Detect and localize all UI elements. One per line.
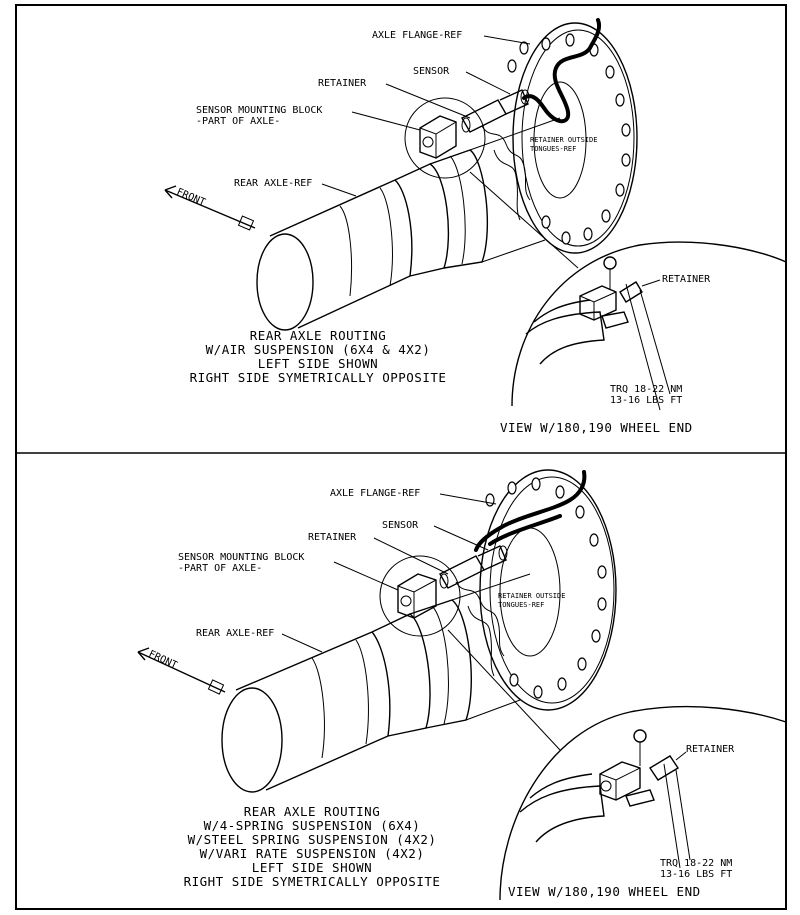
sensor-retainer [439, 545, 508, 589]
caption-line: REAR AXLE ROUTING [244, 804, 380, 819]
detail-retainer-label: RETAINER [662, 274, 711, 285]
caption-line: RIGHT SIDE SYMETRICALLY OPPOSITE [184, 874, 441, 889]
torque-sublabel: 13-16 LBS FT [660, 869, 732, 880]
caption-line: RIGHT SIDE SYMETRICALLY OPPOSITE [190, 370, 447, 385]
front-arrow [164, 185, 256, 231]
break-line [467, 605, 495, 677]
sensor-cable [522, 18, 601, 124]
retainer-outside-label: RETAINER OUTSIDE [530, 136, 597, 144]
sensor-cable [474, 470, 587, 552]
detail-leader [469, 171, 579, 269]
break-line [481, 125, 531, 201]
top-caption: REAR AXLE ROUTING W/AIR SUSPENSION (6X4 … [190, 328, 447, 385]
view-label: VIEW W/180,190 WHEEL END [500, 420, 693, 435]
detail-view [499, 705, 787, 901]
rear-axle [221, 573, 531, 793]
mounting-block-label: SENSOR MOUNTING BLOCK [196, 105, 322, 116]
axle-flange [479, 469, 617, 711]
sensor-mounting-block [419, 115, 457, 159]
torque-label: TRQ 18-22 NM [610, 384, 682, 395]
torque-label: TRQ 18-22 NM [660, 858, 732, 869]
caption-line: W/AIR SUSPENSION (6X4 & 4X2) [206, 342, 431, 357]
break-line [455, 581, 505, 657]
view-label: VIEW W/180,190 WHEEL END [508, 884, 701, 899]
sensor-label: SENSOR [413, 66, 450, 77]
axle-flange [507, 22, 638, 254]
rear-axle [256, 117, 561, 331]
axle-flange-label: AXLE FLANGE-REF [372, 30, 462, 41]
caption-line: LEFT SIDE SHOWN [258, 356, 378, 371]
rear-axle-label: REAR AXLE-REF [196, 628, 274, 639]
caption-line: W/4-SPRING SUSPENSION (6X4) [204, 818, 421, 833]
mounting-block-label: SENSOR MOUNTING BLOCK [178, 552, 304, 563]
sensor-retainer [461, 89, 530, 133]
flange-bolt-holes [507, 33, 631, 245]
retainer-label: RETAINER [318, 78, 367, 89]
bottom-panel: FRONT AXLE FLANGE-REF SENSOR RETAINER SE… [137, 469, 787, 901]
retainer-outside-sublabel: TONGUES-REF [498, 601, 544, 609]
caption-line: W/VARI RATE SUSPENSION (4X2) [200, 846, 425, 861]
bottom-caption: REAR AXLE ROUTING W/4-SPRING SUSPENSION … [184, 804, 441, 889]
detail-circle [379, 555, 461, 637]
front-label: FRONT [147, 649, 179, 672]
detail-circle [404, 97, 486, 179]
detail-leader [447, 629, 561, 751]
sensor-cable [488, 514, 562, 546]
caption-line: REAR AXLE ROUTING [250, 328, 386, 343]
page-border [15, 4, 787, 910]
mounting-block-sublabel: -PART OF AXLE- [178, 563, 262, 574]
torque-sublabel: 13-16 LBS FT [610, 395, 682, 406]
rear-axle-label: REAR AXLE-REF [234, 178, 312, 189]
top-panel: FRONT AXLE FLANGE-REF SENSOR RETAINER SE… [164, 18, 787, 435]
mounting-block-sublabel: -PART OF AXLE- [196, 116, 280, 127]
axle-flange-label: AXLE FLANGE-REF [330, 488, 420, 499]
retainer-outside-label: RETAINER OUTSIDE [498, 592, 565, 600]
front-label: FRONT [175, 187, 207, 209]
caption-line: LEFT SIDE SHOWN [252, 860, 372, 875]
break-line [493, 149, 521, 221]
detail-retainer-label: RETAINER [686, 744, 735, 755]
retainer-outside-sublabel: TONGUES-REF [530, 145, 576, 153]
caption-line: W/STEEL SPRING SUSPENSION (4X2) [188, 832, 437, 847]
retainer-label: RETAINER [308, 532, 357, 543]
sensor-label: SENSOR [382, 520, 419, 531]
front-arrow [137, 647, 226, 695]
detail-view [511, 241, 787, 411]
sensor-mounting-block [397, 573, 437, 619]
